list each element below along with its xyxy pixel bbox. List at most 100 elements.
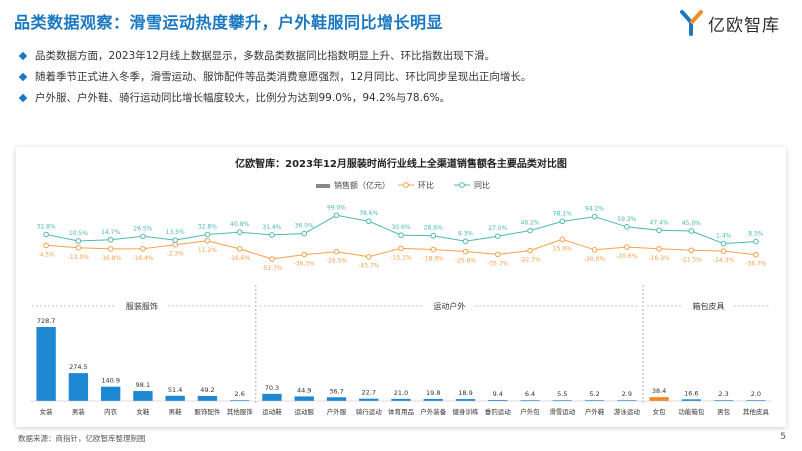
yoy-point xyxy=(753,238,759,245)
yoy-point xyxy=(624,224,630,230)
yoy-data-label: 9.3% xyxy=(458,230,474,237)
yoy-point xyxy=(301,230,308,237)
category-label: 功能箱包 xyxy=(678,407,705,416)
category-label: 女装 xyxy=(40,407,54,416)
category-label: 其他皮具 xyxy=(743,407,770,416)
bullet-item: 户外服、户外鞋、骑行运动同比增长幅度较大，比例分为达到99.0%，94.2%与7… xyxy=(18,87,531,108)
bar xyxy=(391,398,411,401)
yoy-point xyxy=(269,232,275,238)
yoy-point xyxy=(656,227,662,234)
mom-point xyxy=(527,247,533,254)
mom-data-label: -16.6% xyxy=(229,255,251,262)
mom-data-label: -20.0% xyxy=(584,256,606,263)
bar xyxy=(294,396,314,401)
page-title: 品类数据观察：滑雪运动热度攀升，户外鞋服同比增长明显 xyxy=(14,13,444,32)
mom-point xyxy=(140,245,146,252)
mom-point xyxy=(365,253,372,260)
mom-data-label: -26.5% xyxy=(326,258,348,265)
yoy-point xyxy=(172,237,178,243)
yoy-point xyxy=(365,218,372,225)
mom-point xyxy=(301,251,308,258)
bullet-text: 户外服、户外鞋、骑行运动同比增长幅度较大，比例分为达到99.0%，94.2%与7… xyxy=(35,92,451,104)
bar-data-label: 728.7 xyxy=(37,317,56,325)
mom-point xyxy=(688,247,695,254)
yoy-data-label: 78.1% xyxy=(553,210,572,217)
mom-point xyxy=(269,256,275,262)
bar-data-label: 5.2 xyxy=(589,390,599,398)
bar xyxy=(326,397,347,401)
summary-bullets: 品类数据方面，2023年12月线上数据显示，多数品类数据同比指数明显上升、环比指… xyxy=(18,45,531,108)
mom-data-label: -4.5% xyxy=(37,251,55,258)
bar-data-label: 98.1 xyxy=(136,381,150,389)
bar-data-label: 2.0 xyxy=(751,390,761,398)
yoy-data-label: 59.3% xyxy=(617,216,636,223)
mom-data-label: -36.7% xyxy=(745,261,767,268)
yoy-data-label: 78.6% xyxy=(359,210,378,217)
bullet-item: 随着季节正式进入冬季，滑雪运动、服饰配件等品类消费意愿强烈，12月同比、环比同步… xyxy=(18,66,531,87)
mom-point xyxy=(624,244,630,250)
category-label: 女鞋 xyxy=(136,407,150,416)
yoy-data-label: 28.6% xyxy=(424,225,443,232)
bar xyxy=(100,386,121,401)
yoy-data-label: 1.4% xyxy=(716,233,732,240)
yoy-point xyxy=(75,238,82,244)
yoy-data-label: 10.5% xyxy=(69,230,88,237)
mom-data-label: -16.8% xyxy=(100,255,122,262)
category-label: 男鞋 xyxy=(169,407,183,416)
category-label: 户外装备 xyxy=(420,407,447,416)
bar xyxy=(552,400,572,401)
mom-data-label: -10.6% xyxy=(616,253,638,260)
mom-point xyxy=(494,251,501,258)
mom-point xyxy=(43,242,49,249)
mom-data-label: -36.3% xyxy=(294,261,316,268)
mom-data-label: 15.9% xyxy=(553,245,572,252)
bar-data-label: 2.6 xyxy=(235,390,245,398)
yoy-point xyxy=(398,232,404,238)
logo: 亿欧智库 xyxy=(680,10,780,36)
mom-point xyxy=(720,248,727,254)
yoy-point xyxy=(688,228,695,234)
bar xyxy=(423,398,443,401)
mom-point xyxy=(333,248,340,255)
yoy-point xyxy=(462,238,469,245)
category-label: 健身训练 xyxy=(453,407,480,416)
mom-data-label: -25.8% xyxy=(455,258,477,265)
mom-point xyxy=(591,247,598,253)
category-label: 服饰配件 xyxy=(194,407,221,416)
legend-label: 同比 xyxy=(474,180,490,190)
yoy-data-label: 99.0% xyxy=(327,204,346,211)
bar xyxy=(681,399,702,401)
legend-bar-swatch xyxy=(316,184,330,188)
combo-chart: 销售额（亿元） 环比 同比 -4.5% -13.0% -16.8% -16.4% -2.3% 1… xyxy=(30,180,772,416)
yoy-point xyxy=(559,218,566,225)
bar-data-label: 51.4 xyxy=(168,386,182,394)
bar-data-label: 9.4 xyxy=(493,390,503,398)
mom-data-label: -2.3% xyxy=(166,251,184,258)
diamond-bullet-icon xyxy=(18,72,28,81)
category-label: 户外服 xyxy=(327,407,347,416)
bullet-text: 品类数据方面，2023年12月线上数据显示，多数品类数据同比指数明显上升、环比指… xyxy=(35,50,496,62)
yoy-data-label: 94.2% xyxy=(585,206,604,213)
mom-data-label: -16.4% xyxy=(132,255,154,262)
mom-point xyxy=(236,246,243,252)
bar-data-label: 18.9 xyxy=(458,389,472,397)
bar xyxy=(359,398,379,401)
yoy-data-label: 30.6% xyxy=(391,224,410,231)
group-label: 运动户外 xyxy=(433,301,465,311)
category-label: 骑行运动 xyxy=(356,407,383,416)
legend-label: 环比 xyxy=(418,180,434,190)
legend-mom-marker xyxy=(403,182,409,188)
bar-data-label: 36.7 xyxy=(329,387,343,395)
mom-point xyxy=(656,245,662,252)
yiou-logo-icon xyxy=(680,10,703,36)
mom-point xyxy=(462,248,469,255)
bar-data-label: 22.7 xyxy=(361,389,375,397)
category-label: 户外包 xyxy=(520,407,540,416)
bar-data-label: 21.0 xyxy=(394,389,408,397)
bar xyxy=(230,400,250,401)
mom-data-label: -43.7% xyxy=(358,263,380,270)
bar xyxy=(713,400,734,401)
logo-text: 亿欧智库 xyxy=(708,15,780,36)
category-label: 运动鞋 xyxy=(262,407,282,416)
bar-data-label: 44.9 xyxy=(297,386,311,394)
